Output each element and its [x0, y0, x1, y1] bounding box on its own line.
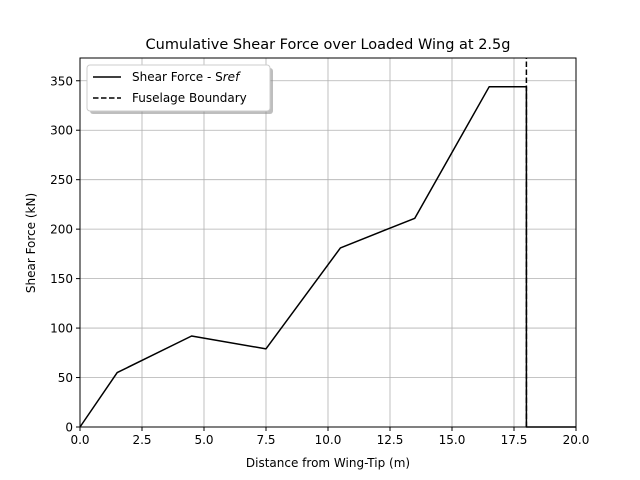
y-tick-label: 100: [50, 322, 73, 336]
legend-entry-fuselage-boundary: Fuselage Boundary: [132, 91, 247, 105]
x-axis-label: Distance from Wing-Tip (m): [246, 456, 410, 470]
series-layer: [79, 58, 576, 428]
y-axis-label: Shear Force (kN): [24, 193, 38, 293]
x-tick-label: 5.0: [194, 433, 213, 447]
y-tick-label: 350: [50, 74, 73, 88]
y-tick-label: 50: [58, 371, 73, 385]
legend-box: [86, 64, 271, 112]
y-tick-label: 150: [50, 272, 73, 286]
x-tick-label: 7.5: [256, 433, 275, 447]
x-tick-label: 10.0: [315, 433, 342, 447]
x-tick-label: 17.5: [501, 433, 528, 447]
x-tick-label: 15.0: [439, 433, 466, 447]
legend-entry-shear-force: Shear Force - Sref: [132, 70, 241, 84]
legend: Shear Force - Sref Fuselage Boundary: [86, 64, 273, 114]
chart-title: Cumulative Shear Force over Loaded Wing …: [146, 37, 511, 53]
legend-shear-force-prefix: Shear Force - S: [132, 70, 223, 84]
legend-shear-force-italic: ref: [223, 70, 241, 84]
y-tick-label: 300: [50, 124, 73, 138]
y-tick-label: 200: [50, 223, 73, 237]
y-tick-label: 250: [50, 173, 73, 187]
x-tick-label: 0.0: [70, 433, 89, 447]
y-tick-label: 0: [65, 421, 73, 435]
axis-ticks: 0.0 2.5 5.0 7.5 10.0 12.5 15.0 17.5 20.0 0 50 100 15…: [50, 74, 589, 447]
x-tick-label: 12.5: [377, 433, 404, 447]
x-tick-label: 2.5: [132, 433, 151, 447]
x-tick-label: 20.0: [563, 433, 590, 447]
grid-lines: [79, 58, 577, 428]
